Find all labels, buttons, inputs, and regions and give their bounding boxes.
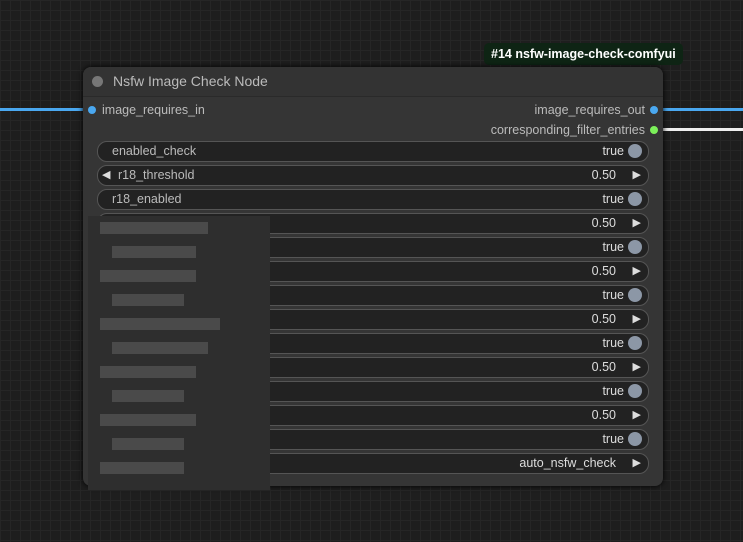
widget-value: true bbox=[602, 288, 624, 302]
widget-label: r18_enabled bbox=[112, 192, 182, 206]
widget-value: true bbox=[602, 240, 624, 254]
node-id-badge: #14 nsfw-image-check-comfyui bbox=[484, 43, 683, 65]
increment-arrow-icon[interactable]: ▶ bbox=[632, 169, 641, 181]
pixelated-redaction bbox=[88, 216, 270, 490]
widget-toggle-0[interactable]: enabled_check true bbox=[97, 141, 649, 162]
toggle-knob-icon[interactable] bbox=[628, 144, 642, 158]
increment-arrow-icon[interactable]: ▶ bbox=[632, 313, 641, 325]
widget-value: 0.50 bbox=[591, 216, 616, 230]
increment-arrow-icon[interactable]: ▶ bbox=[632, 217, 641, 229]
node-title-bar[interactable]: Nsfw Image Check Node bbox=[83, 67, 663, 97]
widget-value: true bbox=[602, 144, 624, 158]
toggle-knob-icon[interactable] bbox=[628, 336, 642, 350]
output-link-image bbox=[658, 108, 743, 111]
output-slot-dot[interactable] bbox=[650, 126, 658, 134]
collapse-dot-icon[interactable] bbox=[92, 76, 103, 87]
toggle-knob-icon[interactable] bbox=[628, 192, 642, 206]
toggle-knob-icon[interactable] bbox=[628, 240, 642, 254]
widget-value: 0.50 bbox=[591, 168, 616, 182]
widget-label: enabled_check bbox=[112, 144, 197, 158]
input-slot-dot[interactable] bbox=[88, 106, 96, 114]
output-corresponding-filter-entries: corresponding_filter_entries bbox=[490, 123, 645, 137]
output-slot-dot[interactable] bbox=[650, 106, 658, 114]
toggle-knob-icon[interactable] bbox=[628, 288, 642, 302]
widget-value: 0.50 bbox=[591, 264, 616, 278]
input-link bbox=[0, 108, 90, 111]
toggle-knob-icon[interactable] bbox=[628, 432, 642, 446]
widget-value: 0.50 bbox=[591, 408, 616, 422]
widget-value: true bbox=[602, 336, 624, 350]
widget-value: true bbox=[602, 384, 624, 398]
widget-label: r18_threshold bbox=[118, 168, 195, 182]
widget-value: 0.50 bbox=[591, 360, 616, 374]
widget-value: true bbox=[602, 192, 624, 206]
node-title: Nsfw Image Check Node bbox=[113, 73, 268, 89]
input-image-requires-in: image_requires_in bbox=[102, 103, 205, 117]
output-link-filter bbox=[658, 128, 743, 131]
toggle-knob-icon[interactable] bbox=[628, 384, 642, 398]
widget-value: 0.50 bbox=[591, 312, 616, 326]
combo-arrow-icon[interactable]: ▶ bbox=[632, 457, 641, 469]
decrement-arrow-icon[interactable]: ◀ bbox=[102, 169, 111, 181]
output-image-requires-out: image_requires_out bbox=[534, 103, 646, 117]
increment-arrow-icon[interactable]: ▶ bbox=[632, 409, 641, 421]
widget-value: true bbox=[602, 432, 624, 446]
widget-number-1[interactable]: ◀ r18_threshold 0.50 ▶ bbox=[97, 165, 649, 186]
increment-arrow-icon[interactable]: ▶ bbox=[632, 361, 641, 373]
increment-arrow-icon[interactable]: ▶ bbox=[632, 265, 641, 277]
widget-toggle-2[interactable]: r18_enabled true bbox=[97, 189, 649, 210]
widget-value: auto_nsfw_check bbox=[519, 456, 616, 470]
